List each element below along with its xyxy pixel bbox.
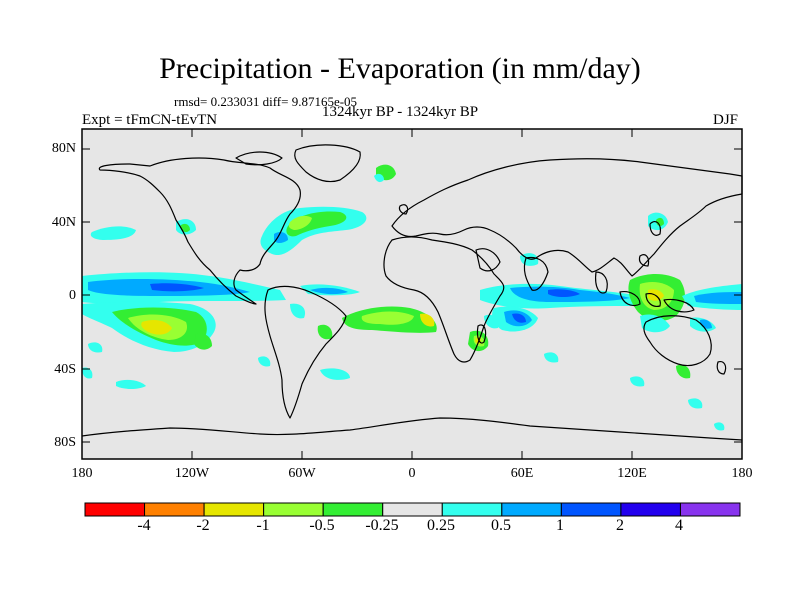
colorbar-label: -0.5 — [309, 517, 335, 534]
lat-label-40n: 40N — [51, 215, 76, 230]
colorbar-label: 2 — [616, 517, 624, 534]
lon-label-180w: 180 — [71, 466, 93, 481]
coastlines — [81, 144, 743, 441]
lon-label-120w: 120W — [174, 466, 210, 481]
lat-label-80s: 80S — [54, 435, 76, 450]
colorbar-swatch — [322, 502, 384, 517]
chart-title: Precipitation - Evaporation (in mm/day) — [159, 52, 641, 85]
colorbar-swatch — [501, 502, 562, 517]
colorbar-label: -0.25 — [365, 517, 399, 534]
colorbar-swatch — [441, 502, 503, 517]
lon-label-0: 0 — [408, 466, 416, 481]
colorbar-swatch — [679, 502, 741, 517]
lat-ticks — [82, 148, 742, 443]
colorbar-swatch — [560, 502, 622, 517]
colorbar-label: -4 — [137, 517, 151, 534]
colorbar-label: 4 — [675, 517, 683, 534]
colorbar-swatch — [263, 502, 324, 517]
colorbar-label: 0.25 — [427, 517, 455, 534]
colorbar-label: 1 — [556, 517, 564, 534]
colorbar-label: -2 — [196, 517, 210, 534]
colorbar-swatch — [620, 502, 681, 517]
colorbar-swatch — [84, 502, 146, 517]
colorbar-swatch — [382, 502, 443, 517]
lon-label-60w: 60W — [288, 466, 316, 481]
colorbar-swatch — [144, 502, 205, 517]
season-label: DJF — [712, 112, 738, 128]
lat-label-80n: 80N — [51, 141, 76, 156]
colorbar-label: 0.5 — [491, 517, 511, 534]
lon-label-60e: 60E — [510, 466, 534, 481]
lon-label-120e: 120E — [617, 466, 647, 481]
lon-label-180e: 180 — [731, 466, 753, 481]
lon-ticks — [191, 129, 633, 459]
lat-label-0: 0 — [69, 288, 76, 303]
lat-label-40s: 40S — [54, 362, 76, 377]
experiment-label: Expt = tFmCN-tEvTN — [82, 112, 218, 128]
colorbar-swatch — [203, 502, 265, 517]
stats-label: rmsd= 0.233031 diff= 9.87165e-05 — [174, 94, 358, 109]
colorbar-label: -1 — [256, 517, 270, 534]
colorbar — [84, 502, 741, 517]
period-label: 1324kyr BP - 1324kyr BP — [322, 104, 479, 120]
